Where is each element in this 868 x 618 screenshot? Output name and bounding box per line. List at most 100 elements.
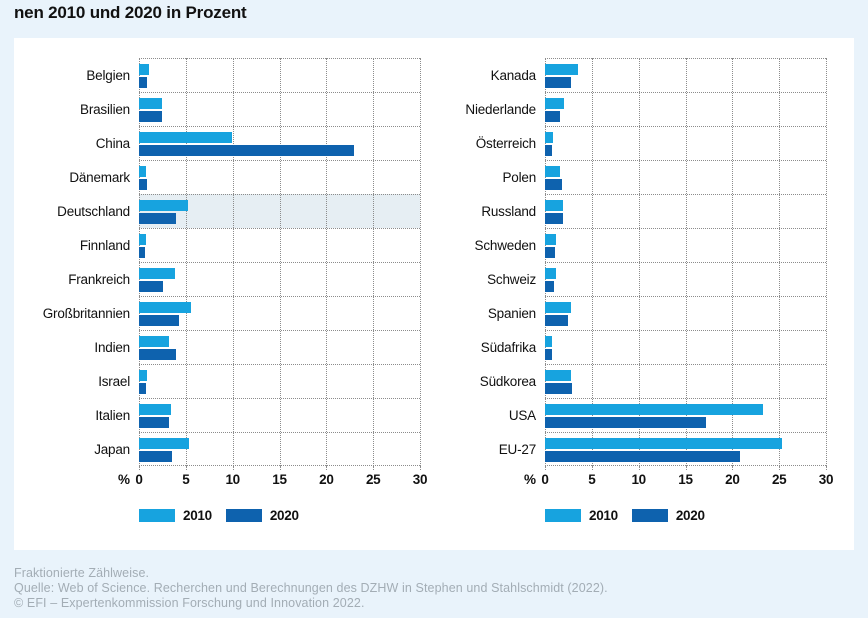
legend-swatch-2010 (139, 509, 175, 522)
legend-swatch-2020 (225, 509, 262, 522)
gridline-30 (826, 58, 827, 466)
tick-mark-25 (779, 466, 781, 470)
bar-2010-gro-britannien (139, 302, 191, 313)
bar-2020-schweden (545, 247, 556, 258)
row-label-italien: Italien (95, 407, 130, 423)
bar-2010-schweden (545, 234, 557, 245)
tick-label-15: 15 (272, 472, 287, 487)
chart-row-d-nemark: Dänemark (14, 160, 420, 194)
row-bars-gro-britannien (139, 296, 420, 330)
row-bars-deutschland-highlighted (139, 194, 420, 228)
row-label-schweiz: Schweiz (487, 271, 536, 287)
bar-2010-s-dafrika (545, 336, 552, 347)
row-bars-eu-27 (545, 432, 826, 466)
row-bars-japan (139, 432, 420, 466)
tick-label-15: 15 (678, 472, 693, 487)
bar-2020-finnland (139, 247, 145, 258)
bar-2020-d-nemark (139, 179, 148, 190)
legend: 2010 2020 (139, 508, 420, 523)
tick-mark-0 (545, 466, 546, 470)
bar-2010-israel (139, 370, 148, 381)
bar-2010-schweiz (545, 268, 557, 279)
row-label-d-nemark: Dänemark (69, 169, 130, 185)
legend-swatch-2010 (545, 509, 581, 522)
tick-mark-20 (732, 466, 734, 470)
chart-row-niederlande: Niederlande (434, 92, 826, 126)
legend-label-2020: 2020 (675, 508, 705, 523)
row-bars-brasilien (139, 92, 420, 126)
chart-row-japan: Japan (14, 432, 420, 466)
row-label-schweden: Schweden (474, 237, 537, 253)
row-label-niederlande: Niederlande (465, 101, 536, 117)
chart-row-frankreich: Frankreich (14, 262, 420, 296)
legend-label-2010: 2010 (589, 508, 618, 523)
bar-2010-s-dkorea (545, 370, 572, 381)
tick-mark-15 (685, 466, 687, 470)
plot-area: Belgien Brasilien China Dänemark Deutschland… (14, 58, 421, 466)
bar-2020-china (139, 145, 355, 156)
tick-label-5: 5 (182, 472, 190, 487)
row-label-s-dkorea: Südkorea (479, 373, 536, 389)
bar-2020-niederlande (545, 111, 560, 122)
legend-label-2020: 2020 (269, 508, 299, 523)
tick-label-5: 5 (588, 472, 596, 487)
bar-2020-russland (545, 213, 563, 224)
bar-2020-s-dafrika (545, 349, 552, 360)
footer-source: Quelle: Web of Science. Recherchen und B… (14, 581, 608, 595)
bar-2010-sterreich (545, 132, 554, 143)
bar-2020-brasilien (139, 111, 163, 122)
bar-2020-kanada (545, 77, 572, 88)
bar-2010-indien (139, 336, 169, 347)
tick-mark-25 (373, 466, 375, 470)
tick-label-10: 10 (225, 472, 240, 487)
tick-mark-30 (420, 466, 421, 470)
bar-2020-deutschland (139, 213, 177, 224)
row-label-indien: Indien (94, 339, 130, 355)
bar-2010-niederlande (545, 98, 564, 109)
bar-2010-spanien (545, 302, 572, 313)
chart-row-brasilien: Brasilien (14, 92, 420, 126)
chart-row-russland: Russland (434, 194, 826, 228)
x-axis: % 0 5 10 15 20 25 30 (14, 466, 428, 489)
bar-2020-usa (545, 417, 707, 428)
row-bars-s-dafrika (545, 330, 826, 364)
bar-2010-china (139, 132, 232, 143)
chart-row-kanada: Kanada (434, 58, 826, 92)
chart-row-usa: USA (434, 398, 826, 432)
bar-2020-schweiz (545, 281, 555, 292)
row-bars-frankreich (139, 262, 420, 296)
row-bars-russland (545, 194, 826, 228)
row-bars-usa (545, 398, 826, 432)
row-bars-israel (139, 364, 420, 398)
x-axis: % 0 5 10 15 20 25 30 (434, 466, 834, 489)
row-label-kanada: Kanada (490, 67, 537, 83)
bar-2020-belgien (139, 77, 148, 88)
bar-2020-sterreich (545, 145, 553, 156)
row-label-russland: Russland (481, 203, 536, 219)
row-bars-sterreich (545, 126, 826, 160)
row-label-china: China (95, 135, 130, 151)
tick-label-30: 30 (818, 472, 834, 487)
tick-mark-30 (826, 466, 827, 470)
chart-row-schweiz: Schweiz (434, 262, 826, 296)
row-bars-schweiz (545, 262, 826, 296)
row-bars-belgien (139, 58, 420, 92)
chart-row-finnland: Finnland (14, 228, 420, 262)
axis-ticks: 0 5 10 15 20 25 30 (541, 466, 834, 489)
bar-2010-belgien (139, 64, 150, 75)
row-label-s-dafrika: Südafrika (480, 339, 536, 355)
legend-swatch-2020 (631, 509, 668, 522)
axis-unit-label: % (117, 472, 130, 487)
bar-2020-eu-27 (545, 451, 740, 462)
tick-label-10: 10 (631, 472, 646, 487)
tick-label-0: 0 (541, 472, 549, 487)
bar-2010-d-nemark (139, 166, 147, 177)
bar-2020-frankreich (139, 281, 164, 292)
chart-row-spanien: Spanien (434, 296, 826, 330)
footer-copyright: © EFI – Expertenkommission Forschung und… (14, 596, 365, 610)
row-label-deutschland: Deutschland (57, 203, 130, 219)
tick-label-20: 20 (319, 472, 334, 487)
chart-left: Belgien Brasilien China Dänemark Deutschland… (14, 58, 428, 523)
chart-row-deutschland: Deutschland (14, 194, 420, 228)
bar-2020-indien (139, 349, 177, 360)
